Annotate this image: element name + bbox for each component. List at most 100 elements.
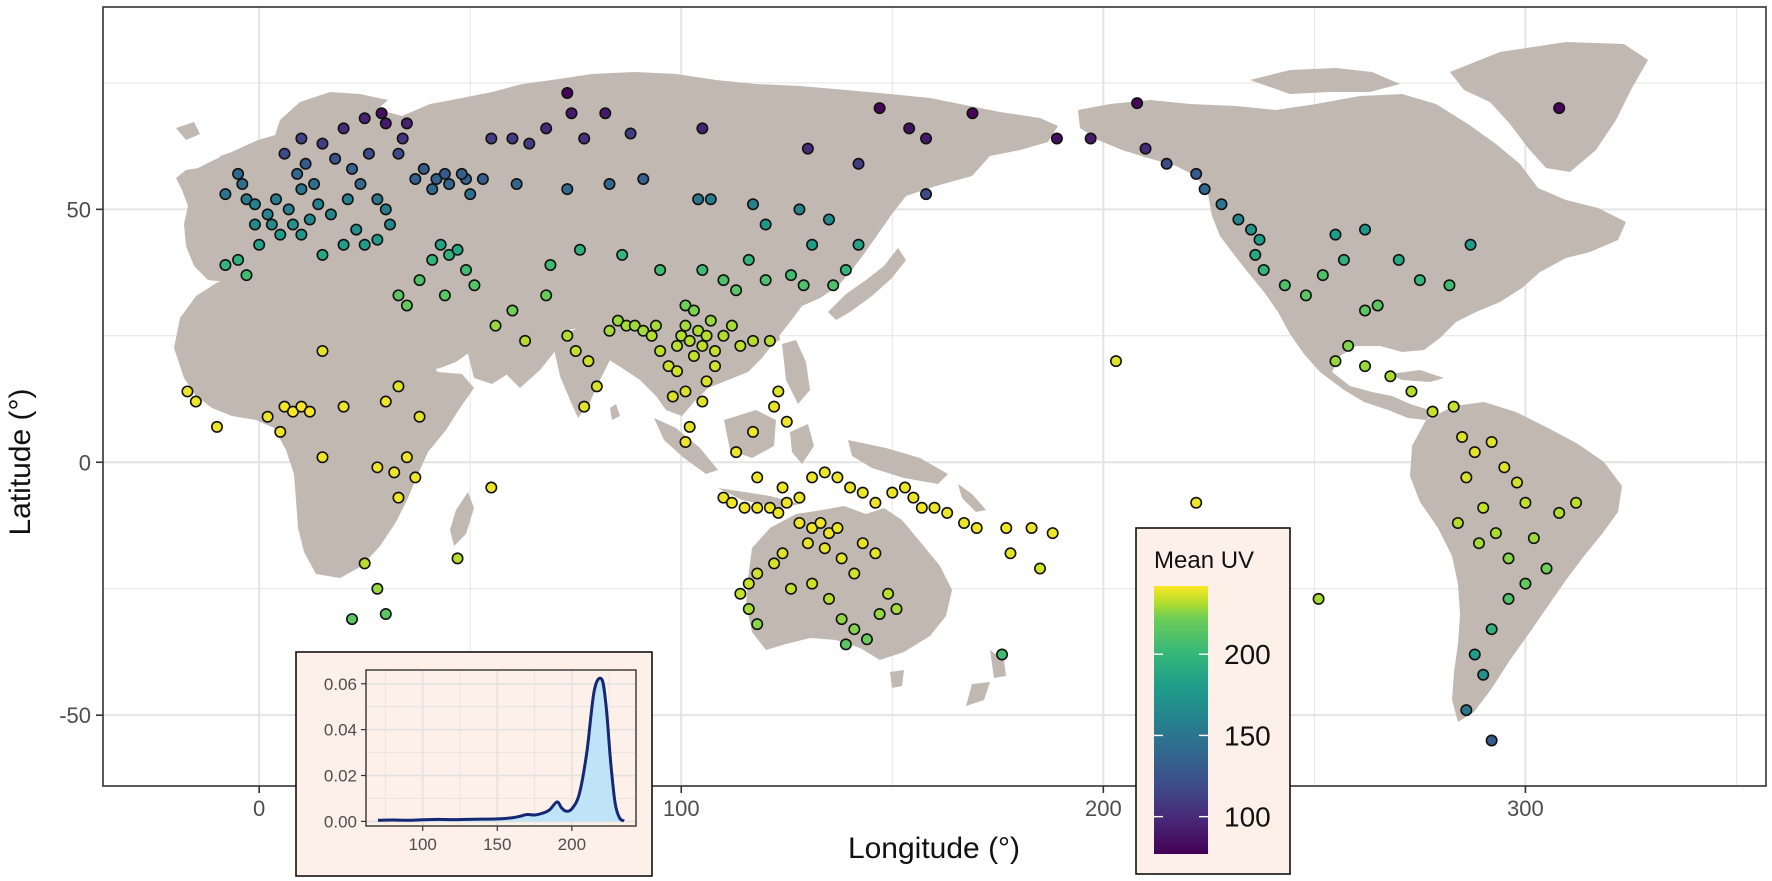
uv-point bbox=[848, 567, 861, 580]
uv-point bbox=[822, 592, 835, 605]
uv-point bbox=[725, 319, 738, 332]
uv-point bbox=[822, 213, 835, 226]
uv-point bbox=[818, 542, 831, 555]
inset-x-tick-label: 150 bbox=[483, 835, 511, 854]
uv-point bbox=[324, 208, 337, 221]
uv-point bbox=[1359, 360, 1372, 373]
uv-point bbox=[704, 314, 717, 327]
uv-point bbox=[569, 344, 582, 357]
uv-point bbox=[844, 481, 857, 494]
uv-point bbox=[751, 471, 764, 484]
map-panel: 0 100 200 300 -50 0 50 Longitude (°) Latitude… bbox=[4, 6, 1767, 865]
x-tick-label: 200 bbox=[1085, 796, 1122, 821]
uv-point bbox=[1337, 253, 1350, 266]
uv-point bbox=[1084, 132, 1097, 145]
uv-point bbox=[1190, 167, 1203, 180]
uv-point bbox=[1249, 248, 1262, 261]
uv-point bbox=[316, 248, 329, 261]
uv-point bbox=[426, 253, 439, 266]
uv-point bbox=[734, 587, 747, 600]
uv-point bbox=[1034, 562, 1047, 575]
uv-point bbox=[776, 481, 789, 494]
uv-point bbox=[848, 623, 861, 636]
uv-point bbox=[928, 501, 941, 514]
uv-point bbox=[286, 218, 299, 231]
x-tick-label: 0 bbox=[253, 796, 265, 821]
uv-point bbox=[793, 491, 806, 504]
uv-point bbox=[1447, 400, 1460, 413]
uv-point bbox=[920, 188, 933, 201]
uv-point bbox=[814, 516, 827, 529]
uv-point bbox=[806, 522, 819, 535]
scandinavia-landmass bbox=[268, 92, 388, 170]
uv-point bbox=[1485, 436, 1498, 449]
uv-point bbox=[869, 496, 882, 509]
x-axis-ticks: 0 100 200 300 bbox=[253, 786, 1544, 821]
uv-point bbox=[742, 602, 755, 615]
uv-point bbox=[869, 547, 882, 560]
uv-point bbox=[624, 127, 637, 140]
uv-point bbox=[1489, 527, 1502, 540]
uv-point bbox=[1131, 97, 1144, 110]
map-panel-border bbox=[102, 6, 1767, 787]
uv-point bbox=[818, 466, 831, 479]
uv-point bbox=[329, 152, 342, 165]
north-america-landmass bbox=[1078, 94, 1626, 420]
uv-point bbox=[898, 481, 911, 494]
uv-point bbox=[278, 400, 291, 413]
uv-point bbox=[210, 420, 223, 433]
uv-point bbox=[679, 436, 692, 449]
uv-point bbox=[683, 420, 696, 433]
uv-point bbox=[717, 491, 730, 504]
uv-point bbox=[232, 253, 245, 266]
new-zealand-landmass bbox=[966, 650, 1006, 706]
uv-point bbox=[282, 203, 295, 216]
uv-point bbox=[1384, 370, 1397, 383]
uv-point bbox=[1046, 527, 1059, 540]
uv-point bbox=[831, 471, 844, 484]
uv-point bbox=[485, 481, 498, 494]
inset-x-ticks: 100 150 200 bbox=[408, 826, 586, 854]
uv-point bbox=[438, 289, 451, 302]
uv-point bbox=[890, 602, 903, 615]
uv-point bbox=[274, 425, 287, 438]
uv-point bbox=[970, 522, 983, 535]
legend-title: Mean UV bbox=[1154, 547, 1254, 574]
uv-point bbox=[671, 365, 684, 378]
uv-point bbox=[599, 107, 612, 120]
uv-point bbox=[565, 107, 578, 120]
uv-point bbox=[839, 638, 852, 651]
uv-point bbox=[637, 172, 650, 185]
uv-point bbox=[793, 516, 806, 529]
uv-point bbox=[873, 102, 886, 115]
uv-point bbox=[801, 537, 814, 550]
uv-point bbox=[768, 557, 781, 570]
iceland-landmass bbox=[176, 122, 200, 140]
uv-point bbox=[485, 132, 498, 145]
inset-x-tick-label: 100 bbox=[408, 835, 436, 854]
uv-point bbox=[683, 334, 696, 347]
uv-point bbox=[316, 137, 329, 150]
uv-point bbox=[1510, 476, 1523, 489]
uv-point bbox=[780, 496, 793, 509]
uv-point bbox=[299, 157, 312, 170]
uv-point bbox=[1371, 299, 1384, 312]
uv-point bbox=[1245, 223, 1258, 236]
uv-point bbox=[248, 218, 261, 231]
uv-point bbox=[582, 355, 595, 368]
uv-point bbox=[434, 238, 447, 251]
uv-point bbox=[270, 193, 283, 206]
uv-point bbox=[295, 132, 308, 145]
uv-point bbox=[1004, 547, 1017, 560]
uv-point bbox=[831, 522, 844, 535]
uv-point bbox=[1278, 279, 1291, 292]
uv-point bbox=[907, 491, 920, 504]
uv-point bbox=[392, 289, 405, 302]
uv-point bbox=[346, 613, 359, 626]
uv-point bbox=[417, 162, 430, 175]
inset-y-tick-label: 0.00 bbox=[324, 812, 357, 831]
java-landmass bbox=[718, 488, 800, 508]
uv-point bbox=[379, 608, 392, 621]
uv-point bbox=[860, 633, 873, 646]
